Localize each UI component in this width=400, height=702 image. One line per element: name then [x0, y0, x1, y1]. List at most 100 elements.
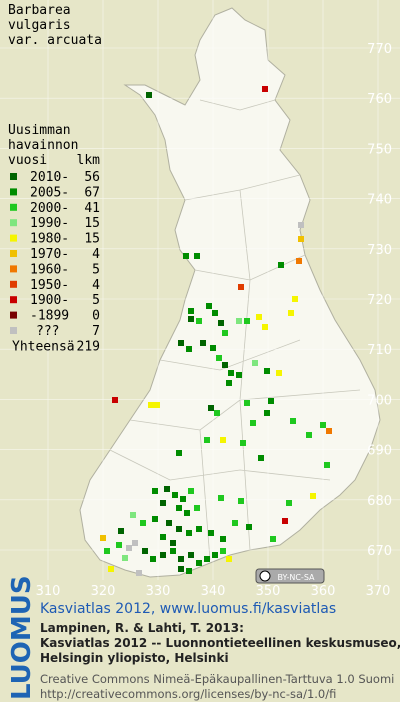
record-square — [324, 462, 330, 468]
x-grid-label: 350 — [256, 584, 281, 599]
record-square — [160, 534, 166, 540]
record-square — [208, 405, 214, 411]
license-badge[interactable] — [255, 568, 325, 584]
species-name: vulgaris — [8, 18, 71, 33]
record-square — [262, 86, 268, 92]
record-square — [320, 422, 326, 428]
record-square — [204, 437, 210, 443]
finland-outline — [79, 7, 381, 578]
record-square — [176, 450, 182, 456]
record-square — [238, 284, 244, 290]
legend-heading: Uusimman — [8, 123, 71, 138]
record-square — [170, 548, 176, 554]
y-grid-label: 690 — [367, 444, 392, 459]
record-square — [276, 370, 282, 376]
record-square — [148, 402, 154, 408]
legend: 2010- 56 2005- 67 2000- 41 1990- 15 1980- 15 1970-… — [10, 170, 100, 354]
record-square — [188, 488, 194, 494]
record-square — [210, 345, 216, 351]
record-square — [160, 552, 166, 558]
license-url[interactable]: http://creativecommons.org/licenses/by-n… — [40, 687, 336, 701]
side-logo: LUOMUS — [7, 575, 37, 700]
record-square — [206, 303, 212, 309]
record-square — [264, 368, 270, 374]
citation: Helsingin yliopisto, Helsinki — [40, 651, 229, 665]
record-square — [183, 253, 189, 259]
record-square — [146, 92, 152, 98]
x-grid-label: 310 — [36, 584, 61, 599]
species-name: Barbarea — [8, 3, 71, 18]
record-square — [298, 236, 304, 242]
legend-swatch — [10, 296, 17, 304]
legend-swatch — [10, 250, 17, 257]
record-square — [326, 428, 332, 434]
legend-label: 1990- — [30, 216, 69, 231]
legend-count: 4 — [92, 247, 100, 262]
record-square — [212, 552, 218, 558]
record-square — [258, 455, 264, 461]
legend-swatch — [10, 327, 17, 334]
legend-count: 0 — [92, 309, 100, 324]
record-square — [228, 370, 234, 376]
record-square — [188, 552, 194, 558]
record-square — [178, 566, 184, 572]
record-square — [222, 362, 228, 368]
legend-count: 15 — [84, 232, 100, 247]
record-square — [278, 262, 284, 268]
record-square — [188, 316, 194, 322]
record-square — [178, 556, 184, 562]
legend-label: 1980- — [30, 232, 69, 247]
legend-label: 2005- — [30, 185, 69, 200]
legend-heading: lkm — [77, 153, 101, 168]
legend-count: 5 — [92, 262, 100, 277]
record-square — [130, 512, 136, 518]
citation: Lampinen, R. & Lahti, T. 2013: — [40, 621, 244, 635]
record-square — [196, 318, 202, 324]
record-square — [256, 314, 262, 320]
record-square — [100, 535, 106, 541]
legend-swatch — [10, 311, 17, 319]
record-square — [238, 498, 244, 504]
record-square — [200, 340, 206, 346]
record-square — [226, 556, 232, 562]
record-square — [116, 542, 122, 548]
legend-count: 7 — [92, 324, 100, 339]
record-square — [104, 548, 110, 554]
citation: Kasviatlas 2012 -- Luonnontieteellinen k… — [40, 636, 400, 650]
record-square — [214, 410, 220, 416]
record-square — [264, 410, 270, 416]
record-square — [176, 505, 182, 511]
record-square — [296, 258, 302, 264]
y-grid-label: 750 — [367, 142, 392, 157]
record-square — [150, 556, 156, 562]
record-square — [286, 500, 292, 506]
legend-count: 15 — [84, 216, 100, 231]
record-square — [126, 545, 132, 551]
y-grid-label: 760 — [367, 92, 392, 107]
y-grid-label: 680 — [367, 494, 392, 509]
footer-link[interactable]: Kasviatlas 2012, www.luomus.fi/kasviatla… — [40, 601, 336, 617]
species-name: var. arcuata — [8, 33, 102, 48]
record-square — [194, 505, 200, 511]
record-square — [220, 536, 226, 542]
total-label: Yhteensä — [12, 339, 75, 354]
y-grid-label: 740 — [367, 193, 392, 208]
record-square — [164, 486, 170, 492]
record-square — [270, 536, 276, 542]
record-square — [244, 400, 250, 406]
record-square — [170, 540, 176, 546]
legend-label: 1970- — [30, 247, 69, 262]
record-square — [288, 310, 294, 316]
legend-label: 1950- — [30, 278, 69, 293]
y-grid-label: 730 — [367, 243, 392, 258]
record-square — [250, 420, 256, 426]
record-square — [282, 518, 288, 524]
record-squares — [100, 86, 332, 576]
record-square — [122, 555, 128, 561]
legend-count: 56 — [84, 170, 100, 185]
legend-swatch — [10, 280, 17, 288]
license-badge-text: BY-NC-SA — [277, 573, 315, 582]
x-grid-label: 330 — [146, 584, 171, 599]
record-square — [208, 530, 214, 536]
record-square — [166, 520, 172, 526]
